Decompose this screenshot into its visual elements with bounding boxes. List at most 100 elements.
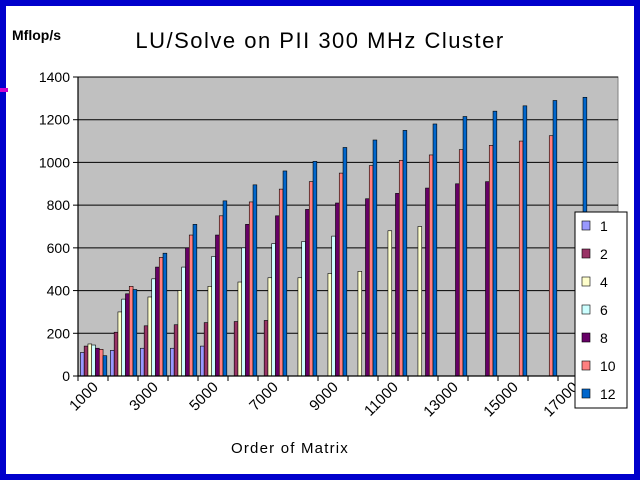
bar-series-4-10000 xyxy=(357,271,363,377)
bar-series-6-8000 xyxy=(301,241,306,377)
slide-edge-accent xyxy=(0,88,8,92)
bar-series-2-2000 xyxy=(113,331,119,377)
bar-series-6-6000 xyxy=(241,247,246,377)
legend-label-4: 4 xyxy=(600,274,608,290)
bar-series-8-7000 xyxy=(275,215,280,377)
bar-series-10-15000 xyxy=(518,140,524,377)
bar-series-10-5000 xyxy=(218,215,224,377)
bar-series-12-4000 xyxy=(192,224,198,377)
bar-series-12-12000 xyxy=(432,123,438,377)
bar-series-8-14000 xyxy=(485,181,490,377)
bar-series-12-1000 xyxy=(102,355,108,377)
bar-series-2-1000 xyxy=(83,345,89,377)
x-axis-label: Order of Matrix xyxy=(231,440,349,457)
bar-series-10-8000 xyxy=(308,181,314,377)
bar-series-12-11000 xyxy=(402,130,408,377)
bar-series-6-5000 xyxy=(211,256,216,377)
legend-swatch-8 xyxy=(581,332,591,343)
bar-series-12-5000 xyxy=(222,200,228,377)
bar-series-8-10000 xyxy=(365,198,370,377)
bar-series-12-2000 xyxy=(132,289,138,377)
y-tick-label: 1000 xyxy=(39,154,70,170)
bar-series-10-13000 xyxy=(458,149,464,377)
y-tick-label: 800 xyxy=(47,197,71,213)
x-tick-label: 11000 xyxy=(361,379,402,420)
bar-series-8-9000 xyxy=(335,202,340,377)
x-tick-label: 1000 xyxy=(66,379,102,415)
bar-series-6-2000 xyxy=(121,298,126,377)
x-tick-label: 13000 xyxy=(420,379,462,421)
y-tick-label: 0 xyxy=(62,368,70,384)
bar-series-10-1000 xyxy=(98,349,104,377)
bar-series-6-1000 xyxy=(91,344,96,377)
bar-series-4-7000 xyxy=(267,277,273,377)
chart-title: LU/Solve on PII 300 MHz Cluster xyxy=(135,28,504,53)
y-tick-label: 600 xyxy=(47,240,71,256)
legend-swatch-10 xyxy=(581,360,591,371)
bar-series-4-3000 xyxy=(147,296,153,377)
bar-series-12-15000 xyxy=(522,105,528,377)
legend-swatch-12 xyxy=(581,388,591,399)
y-axis-label: Mflop/s xyxy=(12,27,61,43)
bar-series-1-4000 xyxy=(170,347,175,377)
bar-series-4-9000 xyxy=(327,273,333,377)
legend-label-2: 2 xyxy=(600,246,608,262)
bar-series-6-9000 xyxy=(331,235,336,377)
bar-series-10-12000 xyxy=(428,154,434,377)
legend-swatch-6 xyxy=(581,304,591,315)
bar-series-10-2000 xyxy=(128,285,134,377)
bar-series-8-12000 xyxy=(425,187,430,377)
bar-series-2-6000 xyxy=(233,321,239,377)
x-tick-label: 3000 xyxy=(126,379,162,415)
bar-series-12-13000 xyxy=(462,116,468,377)
bar-series-10-3000 xyxy=(158,257,164,377)
y-tick-label: 1200 xyxy=(39,112,70,128)
bar-series-8-2000 xyxy=(125,293,130,377)
bar-series-8-4000 xyxy=(185,247,190,377)
bar-series-1-3000 xyxy=(140,347,145,377)
bar-series-8-11000 xyxy=(395,193,400,377)
x-tick-label: 5000 xyxy=(186,379,222,415)
x-tick-label: 15000 xyxy=(480,379,522,421)
bar-series-4-5000 xyxy=(207,285,213,377)
bar-series-4-6000 xyxy=(237,281,243,377)
legend-label-6: 6 xyxy=(600,302,608,318)
bar-series-10-9000 xyxy=(338,172,344,377)
bar-series-12-6000 xyxy=(252,184,258,377)
bar-series-12-7000 xyxy=(282,170,288,377)
bar-series-1-1000 xyxy=(80,352,85,377)
bar-series-4-8000 xyxy=(297,277,303,377)
bar-series-2-4000 xyxy=(173,324,179,377)
legend-label-8: 8 xyxy=(600,330,608,346)
legend-label-1: 1 xyxy=(600,218,608,234)
legend-label-12: 12 xyxy=(600,386,616,402)
bar-series-8-13000 xyxy=(455,183,460,377)
bar-series-10-4000 xyxy=(188,234,194,377)
bar-series-4-1000 xyxy=(87,343,93,377)
legend-swatch-2 xyxy=(581,248,591,259)
bar-series-10-10000 xyxy=(368,165,374,377)
bar-series-10-14000 xyxy=(488,145,494,377)
bar-series-12-8000 xyxy=(312,161,318,377)
legend-swatch-4 xyxy=(581,276,591,287)
bar-series-8-8000 xyxy=(305,209,310,377)
plot-area xyxy=(77,76,619,377)
bar-series-4-4000 xyxy=(177,290,183,377)
bar-series-10-11000 xyxy=(398,159,404,377)
y-tick-label: 1400 xyxy=(39,69,70,85)
bar-series-6-4000 xyxy=(181,266,186,377)
bar-series-1-5000 xyxy=(200,345,205,377)
bar-series-2-5000 xyxy=(203,322,209,377)
bar-series-12-14000 xyxy=(492,110,498,377)
bar-series-group xyxy=(80,96,588,377)
bar-series-6-3000 xyxy=(151,278,156,377)
bar-series-8-5000 xyxy=(215,234,220,377)
bar-series-10-6000 xyxy=(248,201,254,377)
bar-series-12-9000 xyxy=(342,147,348,377)
x-tick-label: 7000 xyxy=(246,379,282,415)
x-tick-label: 9000 xyxy=(306,379,342,415)
bar-series-10-7000 xyxy=(278,188,284,377)
bar-series-4-11000 xyxy=(387,230,393,377)
